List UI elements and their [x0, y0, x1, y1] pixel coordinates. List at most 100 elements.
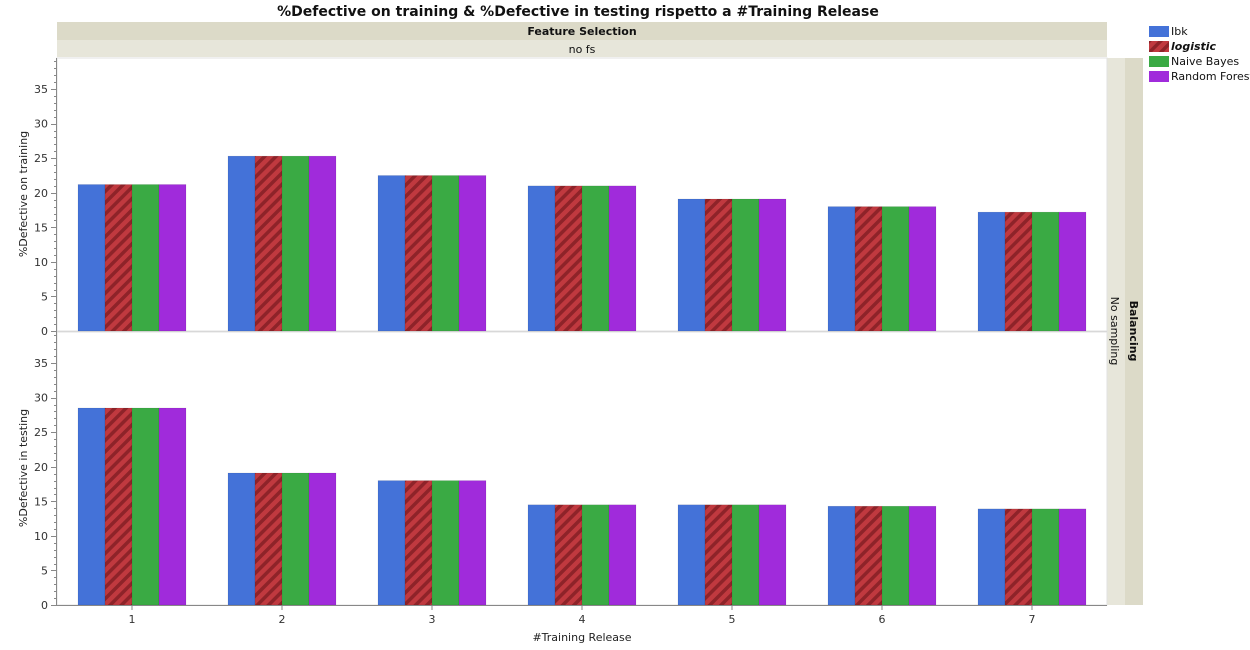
y-tick-label: 10 — [34, 530, 48, 543]
x-tick-label: 1 — [129, 613, 136, 626]
legend-swatch-random-forest — [1149, 71, 1169, 82]
bar-ibk-training-1 — [77, 184, 106, 332]
bar-ibk-testing-3 — [377, 480, 406, 606]
feature-selection-header-strip — [57, 22, 1107, 40]
legend-label-naive-bayes: Naive Bayes — [1171, 55, 1239, 68]
y-tick-label: 0 — [41, 599, 48, 612]
bar-logistic-training-1 — [104, 184, 133, 332]
bar-random-forest-testing-4 — [608, 504, 637, 606]
bar-naive-bayes-testing-6 — [881, 505, 910, 606]
bars-layer — [77, 155, 1087, 606]
y-tick-label: 30 — [34, 118, 48, 131]
chart-title: %Defective on training & %Defective in t… — [277, 4, 879, 20]
bar-random-forest-testing-6 — [908, 505, 937, 606]
bar-naive-bayes-testing-5 — [731, 504, 760, 606]
legend-label-random-forest: Random Forest — [1171, 70, 1250, 83]
bar-naive-bayes-training-2 — [281, 155, 310, 332]
legend-swatch-ibk — [1149, 26, 1169, 37]
x-tick-label: 3 — [429, 613, 436, 626]
bottom-y-axis-label: %Defective in testing — [17, 409, 30, 527]
legend-label-logistic: logistic — [1171, 40, 1217, 53]
bar-ibk-training-5 — [677, 198, 706, 332]
bar-ibk-testing-1 — [77, 407, 106, 606]
x-tick-label: 5 — [729, 613, 736, 626]
y-tick-label: 25 — [34, 152, 48, 165]
legend-swatch-logistic — [1149, 41, 1169, 52]
x-tick-label: 4 — [579, 613, 586, 626]
bar-naive-bayes-training-6 — [881, 206, 910, 332]
bar-logistic-training-2 — [254, 155, 283, 332]
bar-logistic-testing-3 — [404, 480, 433, 606]
bar-logistic-testing-7 — [1004, 508, 1033, 606]
y-tick-label: 10 — [34, 256, 48, 269]
feature-selection-value-strip — [57, 40, 1107, 57]
bar-logistic-testing-1 — [104, 407, 133, 606]
bar-ibk-testing-2 — [227, 472, 256, 606]
bar-random-forest-testing-2 — [308, 472, 337, 606]
bar-ibk-training-2 — [227, 155, 256, 332]
legend: Ibk logistic Naive Bayes Random Forest — [1149, 25, 1250, 83]
bar-random-forest-testing-7 — [1058, 508, 1087, 606]
bar-random-forest-training-4 — [608, 185, 637, 332]
balancing-value-strip — [1107, 58, 1125, 605]
bar-naive-bayes-training-5 — [731, 198, 760, 332]
axes-layer: 0 5 10 15 20 25 30 35 0 5 10 15 20 25 30 35 1 2 3 4 5 6 7 — [34, 58, 1107, 626]
bar-logistic-training-6 — [854, 206, 883, 332]
bar-random-forest-testing-1 — [158, 407, 187, 606]
bar-random-forest-training-2 — [308, 155, 337, 332]
bar-ibk-testing-7 — [977, 508, 1006, 606]
top-y-axis-label: %Defective on training — [17, 131, 30, 257]
feature-selection-header: Feature Selection — [527, 25, 636, 38]
x-tick-label: 6 — [879, 613, 886, 626]
legend-label-ibk: Ibk — [1171, 25, 1188, 38]
bar-random-forest-training-7 — [1058, 211, 1087, 332]
x-axis-label: #Training Release — [532, 631, 631, 644]
bar-ibk-testing-5 — [677, 504, 706, 606]
bar-logistic-training-4 — [554, 185, 583, 332]
bar-naive-bayes-testing-1 — [131, 407, 160, 606]
bar-random-forest-training-6 — [908, 206, 937, 332]
y-tick-label: 15 — [34, 495, 48, 508]
y-tick-label: 20 — [34, 461, 48, 474]
balancing-header: Balancing — [1127, 301, 1140, 362]
bar-ibk-testing-6 — [827, 505, 856, 606]
bar-random-forest-testing-5 — [758, 504, 787, 606]
bar-random-forest-training-3 — [458, 175, 487, 332]
balancing-header-strip — [1125, 58, 1143, 605]
y-tick-label: 15 — [34, 221, 48, 234]
y-tick-label: 5 — [41, 564, 48, 577]
bar-naive-bayes-training-3 — [431, 175, 460, 332]
bar-ibk-training-4 — [527, 185, 556, 332]
x-tick-label: 2 — [279, 613, 286, 626]
bar-naive-bayes-testing-4 — [581, 504, 610, 606]
bar-logistic-training-3 — [404, 175, 433, 332]
legend-swatch-naive-bayes — [1149, 56, 1169, 67]
bar-random-forest-training-5 — [758, 198, 787, 332]
bar-logistic-testing-2 — [254, 472, 283, 606]
bar-random-forest-training-1 — [158, 184, 187, 332]
bar-naive-bayes-training-7 — [1031, 211, 1060, 332]
y-tick-label: 30 — [34, 392, 48, 405]
feature-selection-value: no fs — [569, 43, 596, 56]
bar-logistic-testing-5 — [704, 504, 733, 606]
bar-naive-bayes-testing-3 — [431, 480, 460, 606]
bar-logistic-testing-4 — [554, 504, 583, 606]
bar-random-forest-testing-3 — [458, 480, 487, 606]
balancing-value: No sampling — [1108, 297, 1121, 366]
bar-naive-bayes-testing-2 — [281, 472, 310, 606]
y-tick-label: 35 — [34, 357, 48, 370]
y-tick-label: 5 — [41, 290, 48, 303]
bar-naive-bayes-training-4 — [581, 185, 610, 332]
bar-logistic-testing-6 — [854, 505, 883, 606]
bar-logistic-training-7 — [1004, 211, 1033, 332]
bar-ibk-training-6 — [827, 206, 856, 332]
bar-ibk-training-3 — [377, 175, 406, 332]
bar-naive-bayes-testing-7 — [1031, 508, 1060, 606]
y-tick-label: 35 — [34, 83, 48, 96]
y-tick-label: 20 — [34, 187, 48, 200]
bar-logistic-training-5 — [704, 198, 733, 332]
bar-ibk-training-7 — [977, 211, 1006, 332]
bar-ibk-testing-4 — [527, 504, 556, 606]
x-tick-label: 7 — [1029, 613, 1036, 626]
